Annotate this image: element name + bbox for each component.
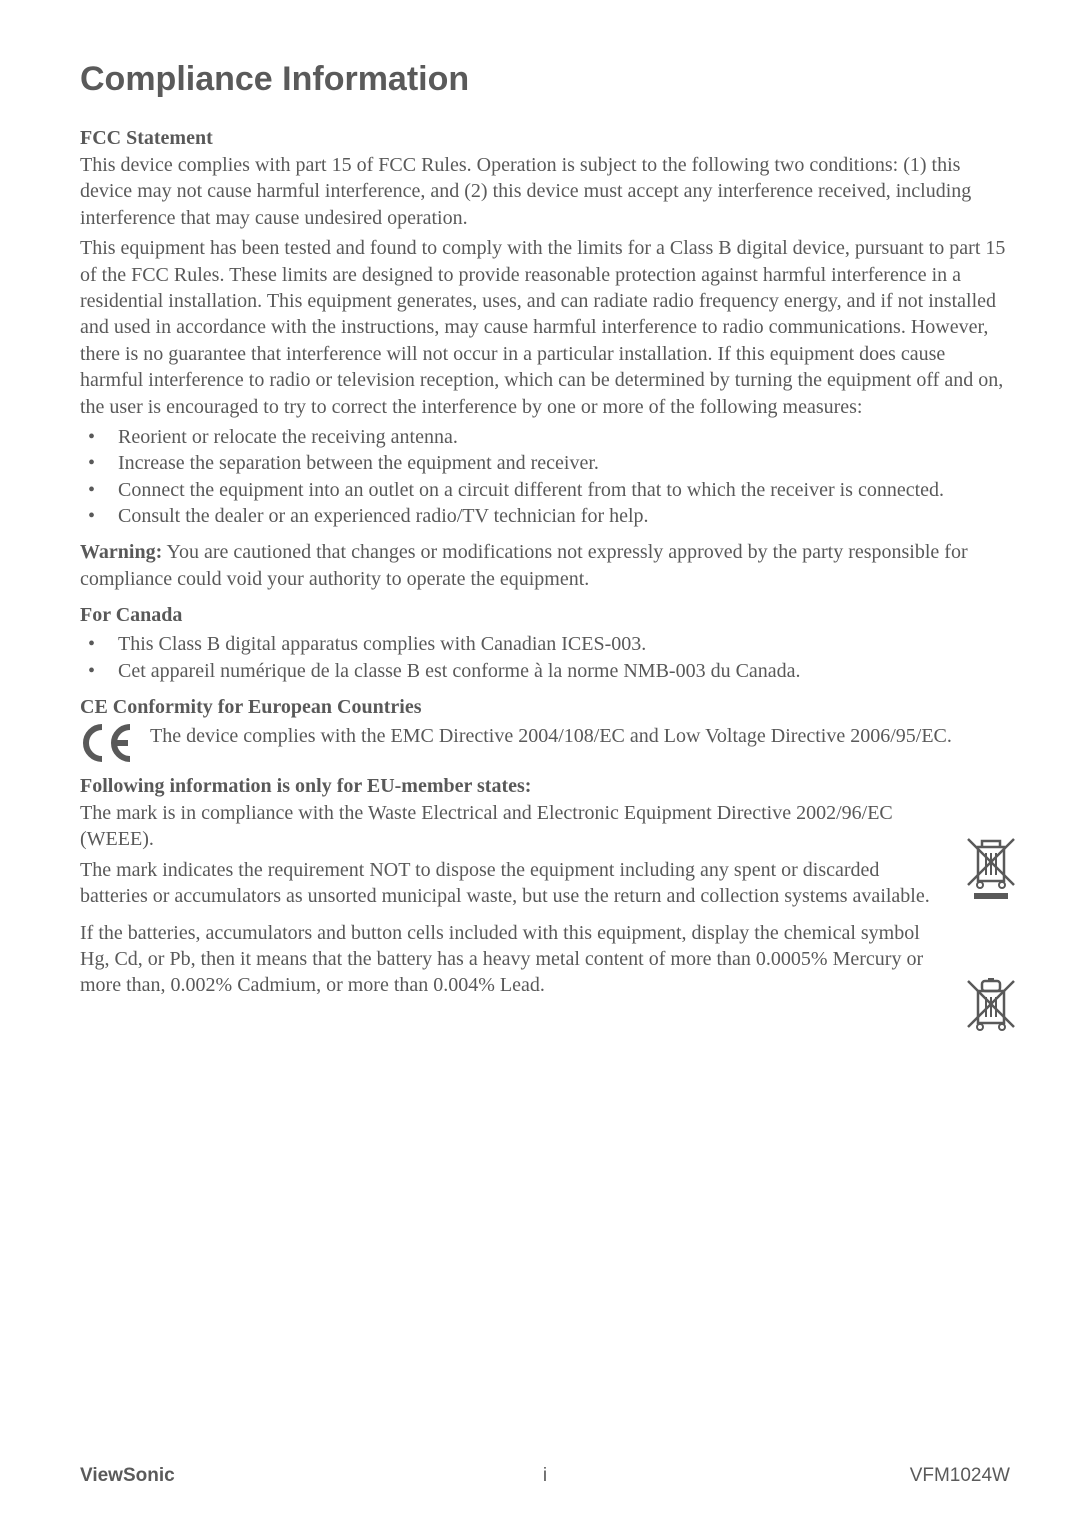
eu-paragraph-1: The mark is in compliance with the Waste… bbox=[80, 800, 930, 853]
footer-brand: ViewSonic bbox=[80, 1465, 175, 1487]
weee-battery-bin-icon bbox=[962, 975, 1020, 1033]
fcc-heading: FCC Statement bbox=[80, 127, 1010, 150]
ce-heading: CE Conformity for European Countries bbox=[80, 696, 1010, 719]
list-item: Consult the dealer or an experienced rad… bbox=[80, 503, 1010, 529]
list-item: Connect the equipment into an outlet on … bbox=[80, 477, 1010, 503]
footer-page-number: i bbox=[543, 1465, 547, 1487]
list-item: Increase the separation between the equi… bbox=[80, 450, 1010, 476]
fcc-paragraph-1: This device complies with part 15 of FCC… bbox=[80, 152, 1010, 231]
list-item: Cet appareil numérique de la classe B es… bbox=[80, 658, 1010, 684]
eu-paragraph-2: The mark indicates the requirement NOT t… bbox=[80, 857, 930, 910]
page-footer: ViewSonic i VFM1024W bbox=[80, 1465, 1010, 1487]
footer-model: VFM1024W bbox=[910, 1465, 1010, 1487]
page-title: Compliance Information bbox=[80, 60, 1010, 99]
eu-paragraph-3: If the batteries, accumulators and butto… bbox=[80, 920, 930, 999]
list-item: This Class B digital apparatus complies … bbox=[80, 631, 1010, 657]
warning-label: Warning: bbox=[80, 541, 162, 563]
list-item: Reorient or relocate the receiving anten… bbox=[80, 424, 1010, 450]
warning-text: You are cautioned that changes or modifi… bbox=[80, 541, 968, 589]
canada-bullet-list: This Class B digital apparatus complies … bbox=[80, 631, 1010, 684]
ce-text: The device complies with the EMC Directi… bbox=[150, 723, 952, 749]
ce-mark-icon bbox=[80, 723, 138, 763]
eu-heading: Following information is only for EU-mem… bbox=[80, 775, 930, 798]
canada-heading: For Canada bbox=[80, 604, 1010, 627]
ce-section: CE Conformity for European Countries The… bbox=[80, 696, 1010, 763]
fcc-bullet-list: Reorient or relocate the receiving anten… bbox=[80, 424, 1010, 530]
fcc-section: FCC Statement This device complies with … bbox=[80, 127, 1010, 592]
fcc-warning: Warning: You are cautioned that changes … bbox=[80, 539, 1010, 592]
fcc-paragraph-2: This equipment has been tested and found… bbox=[80, 235, 1010, 420]
canada-section: For Canada This Class B digital apparatu… bbox=[80, 604, 1010, 684]
eu-section: Following information is only for EU-mem… bbox=[80, 775, 1010, 999]
weee-bin-icon bbox=[962, 833, 1020, 901]
